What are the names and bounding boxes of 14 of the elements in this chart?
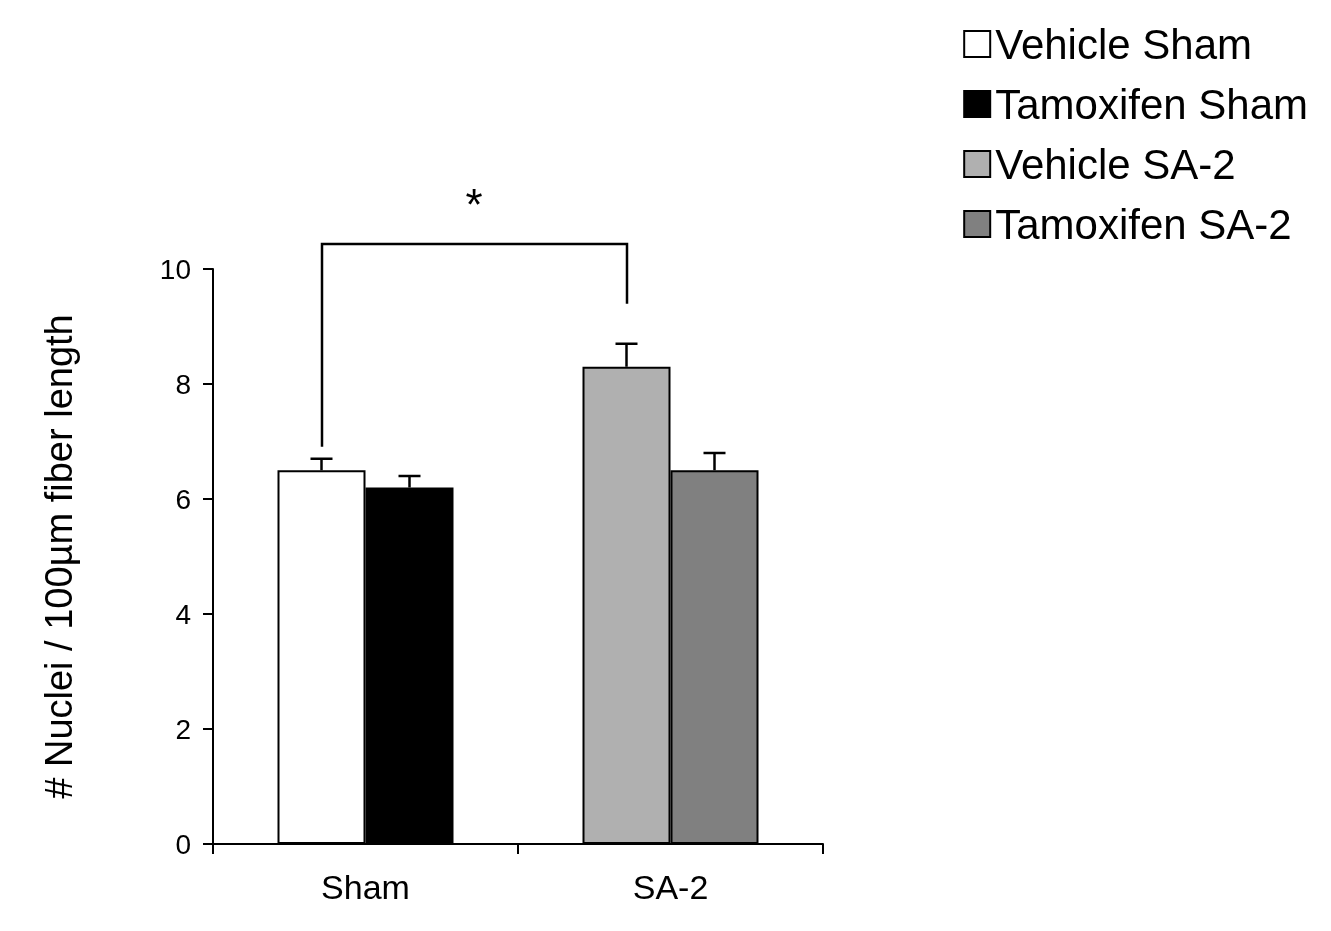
y-tick-label: 4 — [175, 598, 191, 630]
x-tick-label: SA-2 — [632, 868, 709, 906]
legend-label: Tamoxifen SA-2 — [995, 200, 1292, 248]
text: * — [465, 179, 483, 229]
y-tick-label: 8 — [175, 368, 191, 400]
legend-label: Vehicle Sham — [995, 20, 1253, 68]
y-tick-label: 10 — [159, 253, 191, 285]
y-tick-label: 6 — [175, 483, 191, 515]
legend-label: Vehicle SA-2 — [995, 140, 1236, 188]
y-tick-label: 0 — [175, 828, 191, 860]
y-tick-label: 2 — [175, 713, 191, 745]
x-tick-label: Sham — [321, 868, 410, 906]
legend-label: Tamoxifen Sham — [995, 80, 1309, 128]
y-axis-title: # Nuclei / 100µm fiber length — [38, 314, 80, 799]
